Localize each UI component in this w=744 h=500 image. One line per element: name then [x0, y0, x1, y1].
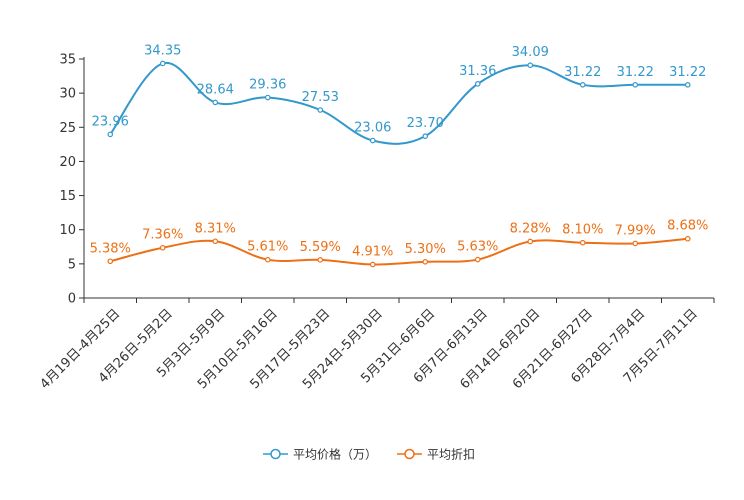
- data-label: 31.22: [617, 65, 654, 80]
- data-label: 5.59%: [300, 240, 341, 255]
- data-point[interactable]: [474, 81, 481, 87]
- legend-item-2[interactable]: 平均折扣: [397, 447, 475, 462]
- data-point[interactable]: [317, 107, 324, 113]
- data-label: 34.09: [512, 45, 549, 60]
- data-label: 28.64: [197, 82, 234, 97]
- data-point[interactable]: [684, 235, 691, 242]
- y-tick-label: 10: [59, 223, 76, 238]
- data-label: 23.70: [407, 116, 444, 131]
- data-label: 5.38%: [90, 241, 131, 256]
- data-label: 29.36: [249, 78, 286, 93]
- data-label: 8.68%: [667, 219, 708, 234]
- legend-marker-icon: [404, 448, 415, 460]
- series-2: 5.38% 7.36% 8.31% 5.61% 5.59% 4.91% 5.30% 5.63%…: [90, 219, 708, 268]
- legend-label: 平均价格（万）: [293, 447, 377, 462]
- legend-label: 平均折扣: [427, 447, 475, 462]
- data-label: 27.53: [302, 90, 339, 105]
- data-point[interactable]: [264, 256, 271, 263]
- x-axis: 4月19日-4月25日4月26日-5月2日5月3日-5月9日5月10日-5月16…: [38, 297, 715, 392]
- y-axis: 0 5 10 15 20 25 30 35: [59, 53, 85, 307]
- legend: 平均价格（万） 平均折扣: [263, 447, 475, 462]
- data-label: 8.31%: [195, 221, 236, 236]
- data-point[interactable]: [579, 239, 586, 246]
- y-tick-label: 20: [59, 155, 76, 170]
- data-label: 7.99%: [615, 223, 656, 238]
- series-1: 23.96 34.35 28.64 29.36 27.53 23.06 23.70 31.36…: [92, 43, 706, 145]
- data-point[interactable]: [107, 131, 114, 138]
- legend-marker-icon: [270, 448, 281, 460]
- y-tick-label: 30: [59, 87, 76, 102]
- series-layer: 23.96 34.35 28.64 29.36 27.53 23.06 23.70 31.36…: [90, 43, 708, 268]
- data-point[interactable]: [369, 137, 376, 144]
- data-point[interactable]: [369, 261, 376, 268]
- data-label: 5.61%: [247, 240, 288, 255]
- y-tick-label: 25: [59, 121, 76, 136]
- data-point[interactable]: [264, 94, 271, 101]
- legend-item-1[interactable]: 平均价格（万）: [263, 447, 377, 462]
- data-point[interactable]: [159, 244, 166, 251]
- data-label: 23.06: [354, 121, 391, 136]
- data-point[interactable]: [212, 238, 219, 245]
- data-point[interactable]: [527, 62, 534, 69]
- y-tick-label: 15: [59, 189, 76, 204]
- data-label: 31.36: [459, 64, 496, 79]
- series-line: [110, 237, 688, 266]
- data-point[interactable]: [474, 256, 481, 263]
- data-label: 23.96: [92, 114, 129, 129]
- data-label: 34.35: [144, 43, 181, 58]
- y-tick-label: 5: [68, 257, 76, 272]
- data-point[interactable]: [107, 258, 114, 265]
- data-point[interactable]: [579, 82, 586, 88]
- data-point[interactable]: [527, 238, 534, 245]
- data-label: 8.10%: [562, 223, 603, 238]
- y-tick-label: 0: [68, 292, 76, 307]
- data-label: 5.30%: [405, 242, 446, 257]
- data-point[interactable]: [422, 133, 429, 139]
- data-point[interactable]: [159, 60, 166, 67]
- data-point[interactable]: [212, 99, 219, 106]
- data-label: 5.63%: [457, 240, 498, 255]
- data-point[interactable]: [632, 240, 639, 247]
- data-point[interactable]: [684, 82, 691, 88]
- data-label: 31.22: [564, 65, 601, 80]
- data-label: 4.91%: [352, 244, 393, 259]
- data-point[interactable]: [422, 259, 429, 265]
- data-point[interactable]: [317, 257, 324, 263]
- data-point[interactable]: [632, 82, 639, 88]
- y-tick-label: 35: [59, 53, 76, 68]
- data-label: 7.36%: [142, 228, 183, 243]
- data-label: 31.22: [669, 65, 706, 80]
- data-label: 8.28%: [510, 221, 551, 236]
